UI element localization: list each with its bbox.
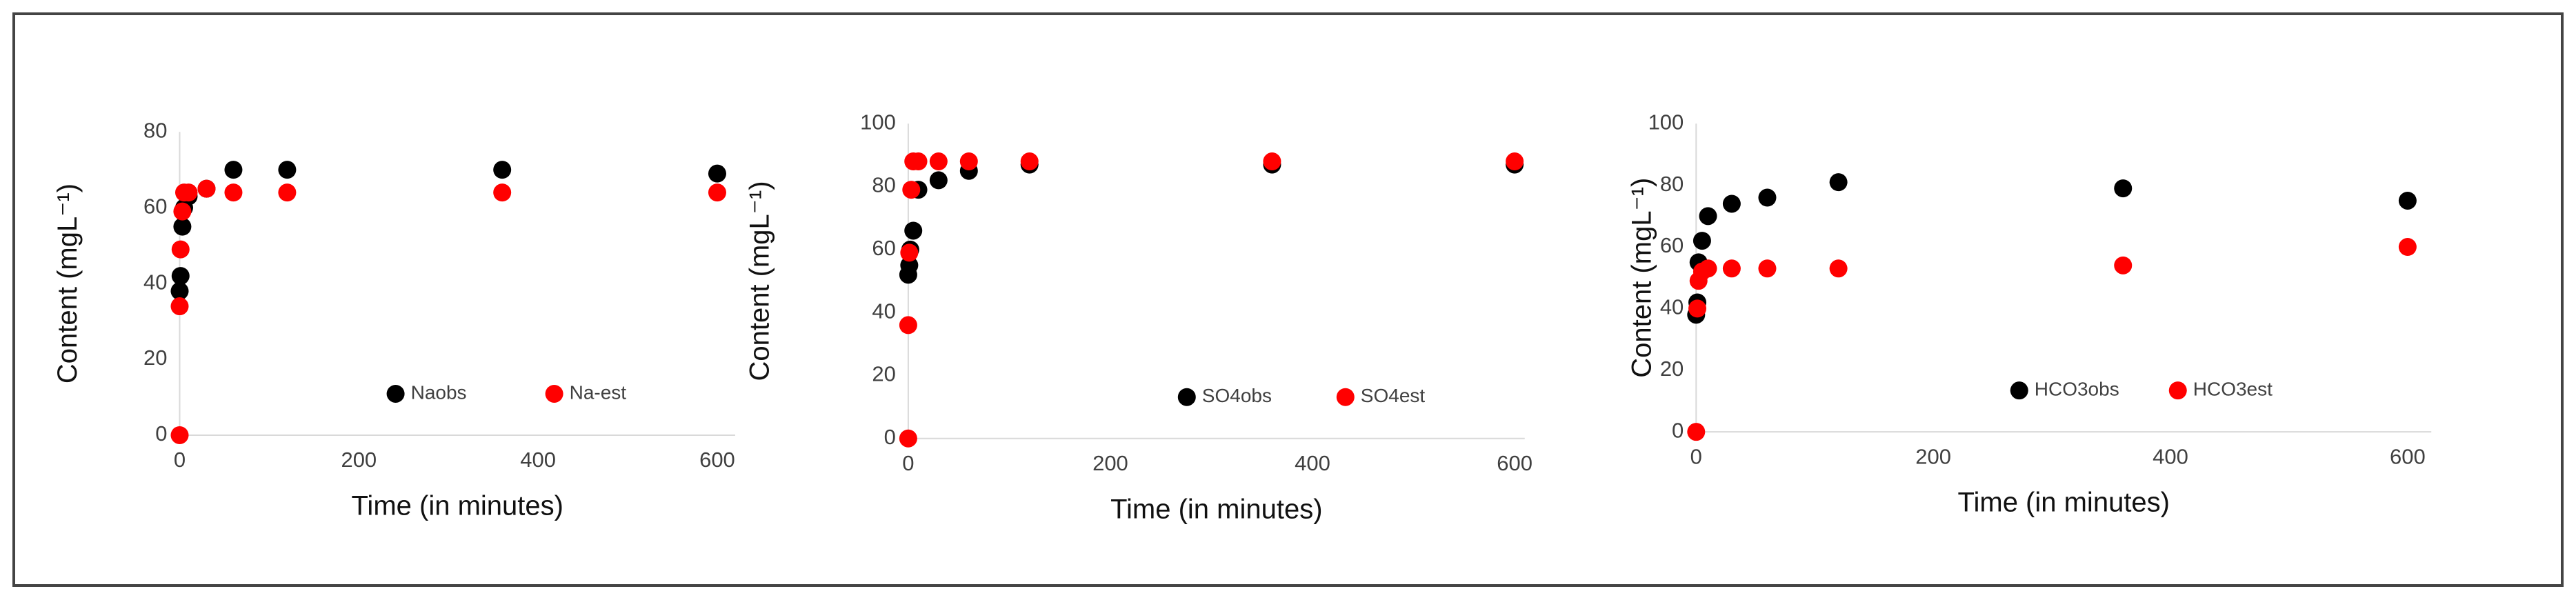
x-axis-title: Time (in minutes) (1958, 488, 2170, 518)
legend-marker (2168, 381, 2187, 400)
point (1020, 152, 1039, 171)
point (171, 267, 190, 286)
x-tick-label: 0 (1690, 444, 1702, 468)
y-tick-label: 80 (1660, 172, 1684, 196)
legend-marker (545, 384, 563, 403)
point (1758, 188, 1777, 207)
legend-label: HCO3obs (2035, 379, 2119, 400)
point (1829, 173, 1848, 192)
point (929, 152, 948, 171)
legend-marker (2010, 381, 2028, 400)
point (1758, 259, 1777, 278)
y-tick-label: 0 (1672, 418, 1684, 442)
y-axis-title: Content (mgL⁻¹) (52, 183, 83, 383)
y-tick-label: 60 (872, 236, 895, 260)
point (2114, 256, 2133, 274)
y-tick-label: 20 (143, 346, 167, 370)
frame (12, 12, 2564, 587)
point (1693, 232, 1711, 250)
y-tick-label: 60 (1660, 233, 1684, 257)
y-tick-label: 100 (860, 110, 896, 134)
point (899, 316, 917, 335)
point (902, 181, 921, 199)
point (1722, 259, 1741, 278)
point (197, 179, 216, 198)
point (2114, 179, 2133, 198)
point (1688, 299, 1707, 318)
x-tick-label: 400 (1295, 451, 1330, 475)
point (904, 221, 923, 240)
point (170, 426, 189, 444)
legend-label: Na-est (570, 381, 627, 403)
y-tick-label: 60 (143, 194, 167, 218)
legend-marker (386, 384, 405, 403)
y-axis-title: Content (mgL⁻¹) (745, 181, 775, 381)
legend-label: SO4obs (1202, 385, 1272, 406)
point (170, 297, 189, 316)
point (1687, 423, 1706, 441)
x-tick-label: 600 (699, 448, 735, 472)
y-tick-label: 0 (155, 421, 167, 446)
y-tick-label: 20 (1660, 357, 1684, 381)
legend-label: HCO3est (2193, 379, 2273, 400)
x-tick-label: 200 (341, 448, 377, 472)
point (1829, 259, 1848, 278)
point (900, 256, 919, 274)
y-tick-label: 20 (872, 362, 895, 386)
y-tick-label: 80 (143, 118, 167, 142)
point (2398, 191, 2417, 210)
point (899, 429, 917, 448)
point (173, 217, 192, 236)
x-tick-label: 200 (1915, 444, 1951, 468)
point (900, 243, 919, 262)
point (493, 161, 512, 179)
point (173, 202, 192, 221)
point (1699, 259, 1717, 278)
point (959, 152, 978, 171)
x-tick-label: 400 (2153, 444, 2188, 468)
legend-label: Naobs (411, 381, 467, 403)
y-axis-title: Content (mgL⁻¹) (1626, 178, 1657, 378)
x-tick-label: 0 (174, 448, 186, 472)
x-axis-title: Time (in minutes) (1110, 494, 1322, 524)
point (493, 183, 512, 202)
point (278, 183, 297, 202)
point (179, 183, 198, 202)
legend-marker (1336, 388, 1355, 406)
y-tick-label: 80 (872, 173, 895, 197)
point (171, 240, 190, 259)
x-axis-title: Time (in minutes) (351, 491, 563, 521)
point (708, 164, 726, 183)
y-tick-label: 100 (1648, 110, 1684, 134)
point (1263, 152, 1281, 171)
point (708, 183, 726, 202)
point (1722, 194, 1741, 213)
point (224, 183, 243, 202)
y-tick-label: 40 (1660, 295, 1684, 319)
y-tick-label: 0 (884, 425, 896, 449)
point (278, 161, 297, 179)
x-tick-label: 600 (2390, 444, 2426, 468)
legend-label: SO4est (1361, 385, 1426, 406)
x-tick-label: 200 (1092, 451, 1128, 475)
x-tick-label: 0 (902, 451, 914, 475)
legend-marker (1177, 388, 1196, 406)
point (2398, 238, 2417, 257)
y-tick-label: 40 (143, 270, 167, 294)
point (170, 282, 189, 301)
point (1506, 152, 1524, 171)
y-tick-label: 40 (872, 299, 895, 323)
point (1699, 207, 1717, 226)
x-tick-label: 400 (520, 448, 556, 472)
point (929, 171, 948, 190)
x-tick-label: 600 (1497, 451, 1532, 475)
point (909, 152, 928, 171)
point (224, 161, 243, 179)
